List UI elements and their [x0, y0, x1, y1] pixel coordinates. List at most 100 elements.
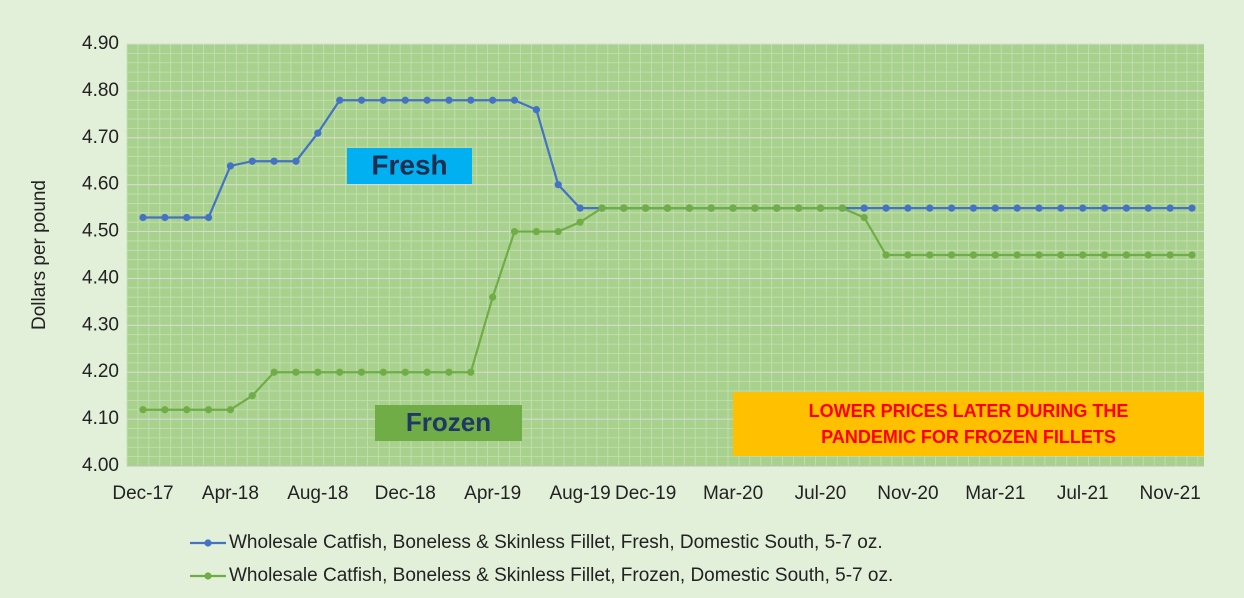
x-tick-label: Dec-18	[375, 483, 436, 504]
x-tick-label: Jul-20	[795, 483, 847, 504]
data-point	[467, 96, 475, 104]
data-point	[1035, 204, 1043, 212]
y-tick-label: 4.30	[82, 314, 119, 335]
y-tick-label: 4.10	[82, 408, 119, 429]
data-point	[292, 157, 300, 165]
data-point	[1100, 251, 1109, 259]
data-point	[248, 392, 256, 400]
x-tick-label: Aug-19	[549, 483, 610, 504]
data-point	[1144, 251, 1152, 259]
y-axis-label: Dollars per pound	[29, 180, 50, 330]
y-tick-label: 4.50	[82, 221, 119, 242]
data-point	[292, 368, 300, 376]
data-point	[816, 204, 825, 212]
annotation-box	[375, 405, 522, 441]
data-point	[1166, 204, 1174, 212]
data-point	[445, 96, 453, 104]
data-point	[183, 213, 191, 222]
data-point	[795, 204, 803, 212]
data-point	[379, 96, 387, 104]
data-point	[1188, 204, 1196, 212]
legend-marker	[204, 572, 212, 580]
data-point	[510, 227, 519, 236]
y-tick-label: 4.00	[82, 455, 119, 476]
x-tick-label: Apr-18	[202, 483, 259, 504]
data-point	[510, 96, 519, 104]
data-point	[969, 204, 978, 212]
data-point	[948, 251, 956, 259]
data-point	[161, 406, 169, 414]
y-tick-label: 4.70	[82, 127, 119, 148]
y-tick-label: 4.40	[82, 267, 119, 288]
data-point	[314, 129, 322, 137]
legend-marker	[204, 539, 212, 547]
annotation-text: PANDEMIC FOR FROZEN FILLETS	[821, 427, 1116, 447]
data-point	[1079, 251, 1087, 259]
x-tick-label: Apr-19	[464, 483, 521, 504]
x-tick-label: Nov-21	[1140, 483, 1201, 504]
data-point	[729, 204, 737, 212]
data-point	[379, 368, 387, 376]
data-point	[467, 368, 475, 376]
data-point	[1122, 251, 1131, 259]
data-point	[1100, 204, 1109, 212]
data-point	[1013, 204, 1021, 212]
data-point	[707, 204, 715, 212]
data-point	[991, 251, 999, 259]
data-point	[1057, 251, 1065, 259]
data-point	[357, 368, 366, 376]
annotation-box	[733, 392, 1204, 456]
annotation-text: Frozen	[406, 407, 491, 437]
data-point	[423, 368, 431, 376]
x-tick-label: Dec-17	[112, 483, 173, 504]
data-point	[926, 251, 934, 259]
annotation-box	[347, 148, 472, 184]
x-tick-label: Dec-19	[615, 483, 676, 504]
data-point	[532, 106, 540, 114]
data-point	[139, 406, 147, 414]
data-point	[1188, 251, 1196, 259]
data-point	[423, 96, 431, 104]
data-point	[554, 181, 562, 189]
data-point	[773, 204, 781, 212]
data-point	[882, 204, 890, 212]
data-point	[401, 368, 409, 376]
data-point	[1057, 204, 1065, 212]
data-point	[554, 227, 562, 236]
data-point	[336, 368, 344, 376]
data-point	[445, 368, 453, 376]
data-point	[904, 251, 912, 259]
data-point	[1079, 204, 1087, 212]
data-point	[685, 204, 693, 212]
x-tick-label: Aug-18	[287, 483, 348, 504]
data-point	[489, 293, 497, 301]
y-tick-label: 4.80	[82, 80, 119, 101]
data-point	[860, 213, 868, 222]
y-tick-label: 4.20	[82, 361, 119, 382]
legend-label: Wholesale Catfish, Boneless & Skinless F…	[229, 565, 893, 586]
data-point	[401, 96, 409, 104]
data-point	[663, 204, 672, 212]
data-point	[314, 368, 322, 376]
data-point	[1122, 204, 1131, 212]
y-tick-label: 4.60	[82, 174, 119, 195]
data-point	[948, 204, 956, 212]
data-point	[926, 204, 934, 212]
data-point	[248, 157, 256, 165]
data-point	[183, 406, 191, 414]
data-point	[161, 213, 169, 222]
data-point	[969, 251, 978, 259]
data-point	[1035, 251, 1043, 259]
data-point	[860, 204, 868, 212]
data-point	[139, 213, 147, 222]
data-point	[532, 227, 540, 236]
data-point	[882, 251, 890, 259]
data-point	[204, 213, 213, 222]
x-tick-label: Nov-20	[877, 483, 938, 504]
data-point	[270, 368, 278, 376]
x-tick-label: Mar-21	[965, 483, 1025, 504]
data-point	[204, 406, 213, 414]
data-point	[1013, 251, 1021, 259]
annotation-text: Fresh	[371, 149, 447, 180]
